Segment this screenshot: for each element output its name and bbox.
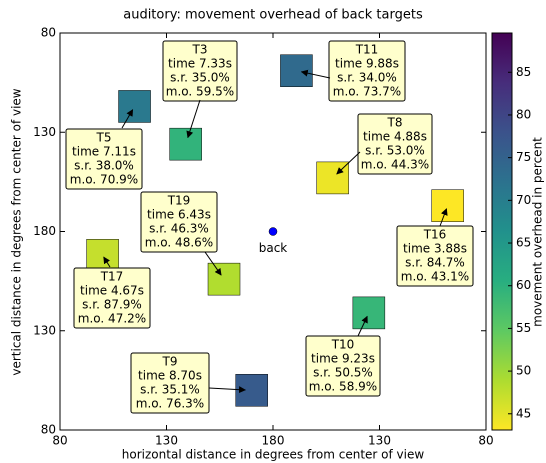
- reference-point: [268, 227, 278, 236]
- target-square: [169, 127, 202, 161]
- x-tick-label: 80: [52, 434, 67, 448]
- annotation-box: [328, 40, 406, 102]
- annotation-box: [357, 113, 433, 175]
- annotation-title: T5: [96, 131, 112, 145]
- annotation-line: time 4.67s: [80, 284, 144, 298]
- annotation-line: m.o. 47.2%: [78, 312, 146, 326]
- annotation-line: s.r. 35.1%: [140, 383, 200, 397]
- target-square: [280, 54, 313, 87]
- chart-title: auditory: movement overhead of back targ…: [123, 8, 423, 23]
- target-square: [431, 189, 464, 222]
- annotation-line: s.r. 35.0%: [170, 71, 230, 85]
- annotation-title: T10: [331, 338, 355, 352]
- annotation-arrow: [186, 99, 201, 139]
- annotation-line: m.o. 58.9%: [309, 380, 377, 394]
- x-axis-label: horizontal distance in degrees from cent…: [122, 448, 425, 462]
- colorbar-tick-label: 45: [516, 406, 531, 420]
- reference-label: back: [259, 241, 288, 255]
- target-square: [86, 239, 119, 272]
- annotation-arrow: [208, 386, 246, 394]
- annotation-line: time 9.88s: [335, 57, 399, 71]
- annotation-line: time 7.11s: [72, 145, 136, 159]
- annotation-title: T11: [355, 43, 379, 57]
- annotation-box: [140, 191, 218, 253]
- annotation-title: T8: [387, 116, 403, 130]
- y-tick-label: 180: [33, 224, 56, 238]
- annotation-line: m.o. 59.5%: [166, 85, 234, 99]
- annotation-line: time 6.43s: [147, 208, 211, 222]
- colorbar-tick-label: 70: [516, 193, 531, 207]
- y-tick-label: 130: [33, 125, 56, 139]
- annotation-arrow: [103, 256, 111, 268]
- annotation-title: T19: [167, 194, 191, 208]
- annotation-line: s.r. 84.7%: [405, 256, 465, 270]
- annotation-box: [130, 352, 210, 414]
- y-axis-label: vertical distance in degrees from center…: [10, 88, 24, 375]
- annotation-line: time 4.88s: [363, 130, 427, 144]
- annotation-line: s.r. 53.0%: [365, 144, 425, 158]
- annotation-line: m.o. 73.7%: [333, 85, 401, 99]
- colorbar-tick-label: 60: [516, 278, 531, 292]
- annotation-line: m.o. 76.3%: [136, 397, 204, 411]
- annotation-box: [396, 225, 474, 287]
- annotation-line: time 8.70s: [138, 369, 202, 383]
- annotation-box: [65, 128, 143, 190]
- target-square: [352, 296, 386, 330]
- x-tick-label: 180: [262, 434, 285, 448]
- annotation-line: time 7.33s: [168, 57, 232, 71]
- colorbar-tick-label: 65: [516, 236, 531, 250]
- annotation-title: T17: [100, 270, 124, 284]
- colorbar-label: movement overhead in percent: [531, 137, 545, 327]
- annotation-line: s.r. 34.0%: [337, 71, 397, 85]
- target-square: [118, 90, 151, 123]
- x-tick-label: 80: [478, 434, 493, 448]
- y-tick-label: 130: [33, 323, 56, 337]
- annotation-title: T16: [423, 228, 447, 242]
- target-square: [207, 262, 241, 296]
- annotation-line: m.o. 43.1%: [401, 270, 469, 284]
- annotation-line: m.o. 48.6%: [145, 236, 213, 250]
- annotation-arrow: [357, 315, 368, 337]
- x-tick-label: 130: [368, 434, 391, 448]
- colorbar-tick-label: 55: [516, 321, 531, 335]
- annotation-arrow: [439, 208, 448, 227]
- target-square: [235, 374, 268, 407]
- colorbar-tick-label: 75: [516, 150, 531, 164]
- annotation-line: time 9.23s: [311, 352, 375, 366]
- annotation-arrow: [121, 109, 134, 129]
- annotation-line: s.r. 87.9%: [82, 298, 142, 312]
- annotation-box: [305, 335, 381, 397]
- annotation-line: time 3.88s: [403, 242, 467, 256]
- colorbar-tick-label: 80: [516, 107, 531, 121]
- annotation-line: m.o. 70.9%: [70, 173, 138, 187]
- annotation-arrow: [300, 69, 331, 79]
- annotation-line: s.r. 38.0%: [74, 159, 134, 173]
- y-tick-label: 80: [41, 26, 56, 40]
- annotation-line: s.r. 46.3%: [149, 222, 209, 236]
- annotation-box: [73, 267, 151, 329]
- annotation-arrow: [204, 251, 222, 276]
- annotation-arrow: [336, 151, 361, 175]
- y-tick-label: 80: [41, 423, 56, 437]
- annotation-line: m.o. 44.3%: [361, 158, 429, 172]
- x-tick-label: 130: [155, 434, 178, 448]
- annotation-title: T3: [192, 43, 208, 57]
- colorbar-tick-label: 85: [516, 65, 531, 79]
- colorbar: [491, 32, 513, 431]
- annotation-title: T9: [162, 355, 178, 369]
- annotation-line: s.r. 50.5%: [313, 366, 373, 380]
- colorbar-tick-label: 50: [516, 364, 531, 378]
